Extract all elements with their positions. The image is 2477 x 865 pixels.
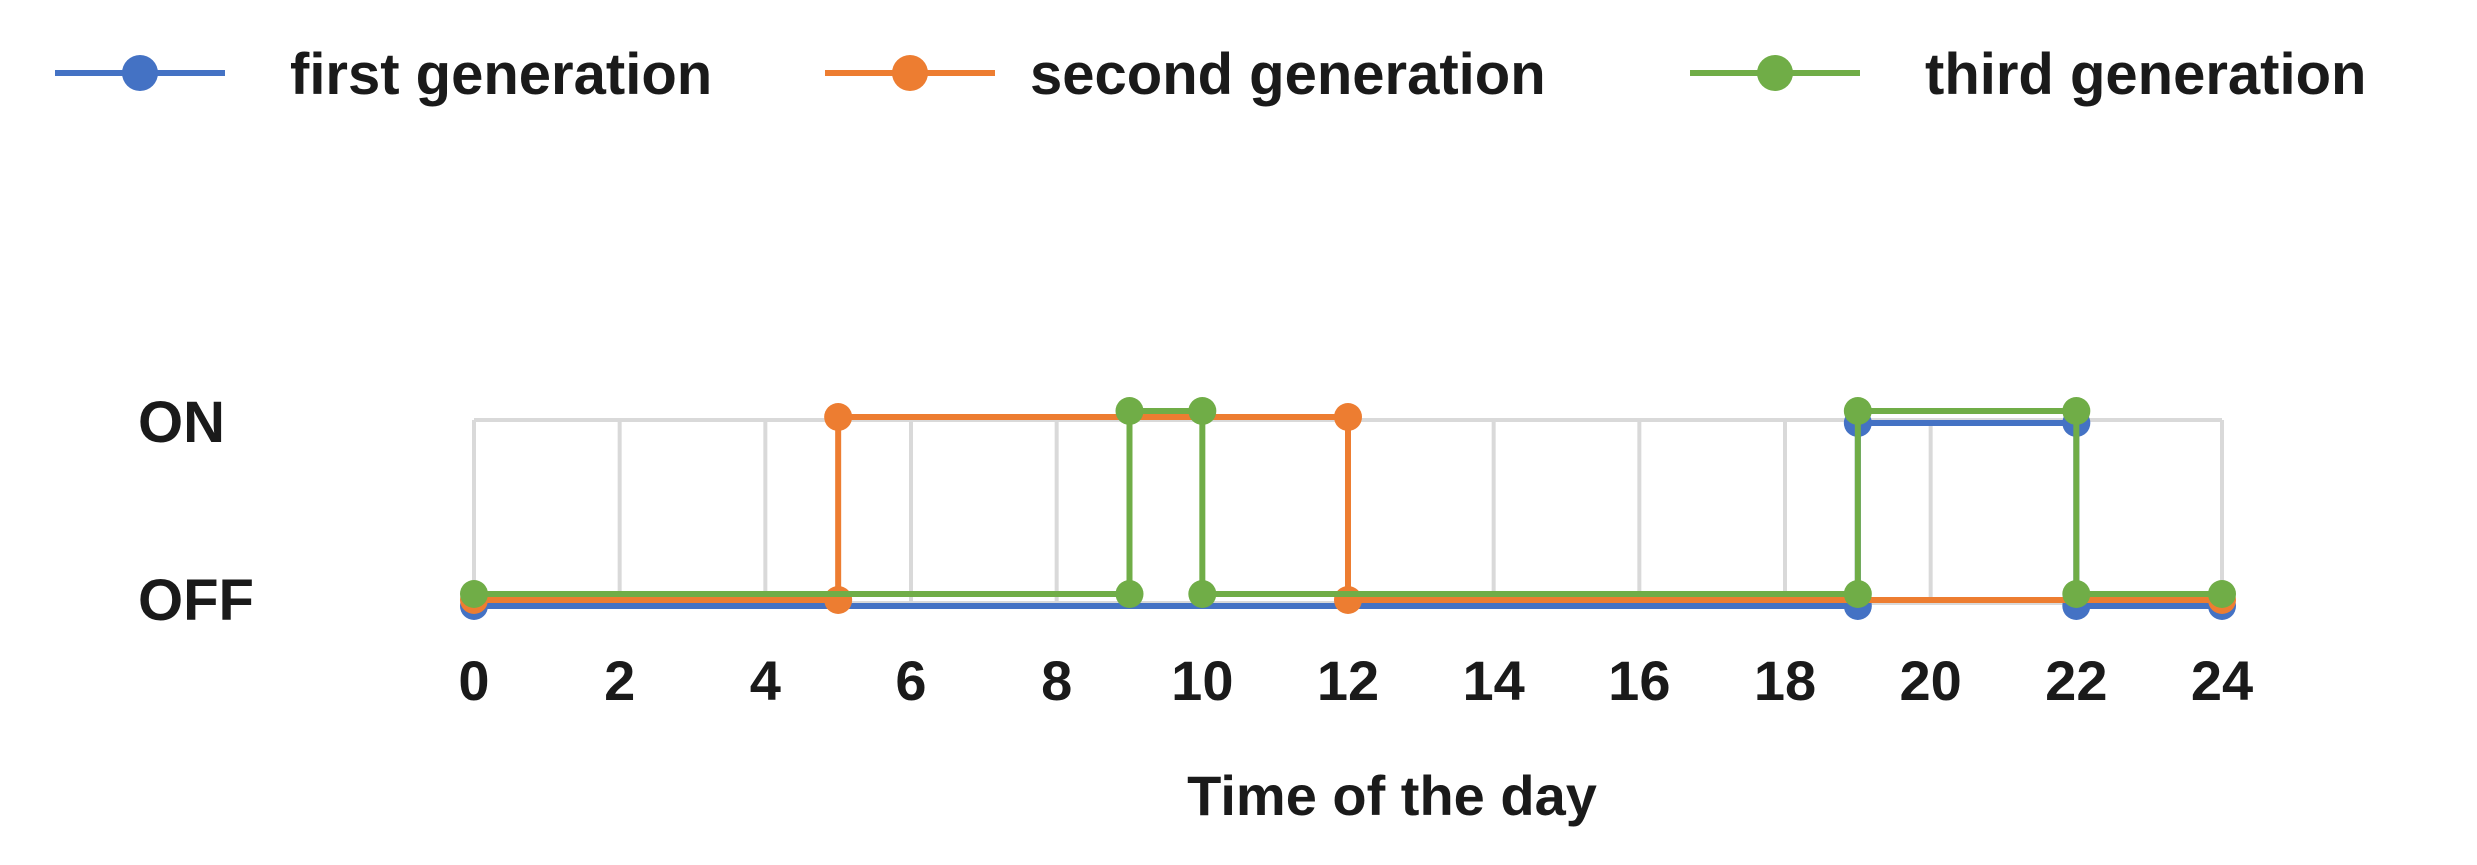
series-point [2208, 580, 2236, 608]
legend-label: second generation [1030, 42, 1546, 107]
x-axis-label: Time of the day [1187, 764, 1597, 827]
x-tick-label: 6 [895, 649, 926, 712]
x-tick-label: 18 [1754, 649, 1816, 712]
x-tick-label: 20 [1900, 649, 1962, 712]
y-axis: ON OFF [138, 390, 254, 633]
series-line [474, 414, 2222, 603]
legend-swatch-marker [892, 55, 928, 91]
x-tick-label: 10 [1171, 649, 1233, 712]
x-tick-label: 14 [1463, 649, 1525, 712]
series-point [2062, 397, 2091, 425]
x-axis: 0 2 4 6 8 10 12 14 16 18 20 22 24 [458, 649, 2253, 712]
x-tick-label: 24 [2191, 649, 2253, 712]
series-point [1843, 397, 1872, 425]
x-tick-label: 0 [458, 649, 489, 712]
y-tick-label-on: ON [138, 390, 225, 455]
series-point [1188, 397, 1217, 425]
series-point [1115, 397, 1144, 425]
legend-swatch-marker [1757, 55, 1793, 91]
series-point [1334, 403, 1362, 431]
series-point [824, 403, 853, 431]
legend-item: third generation [1690, 42, 2366, 107]
x-tick-label: 16 [1608, 649, 1670, 712]
series-group [460, 397, 2236, 620]
x-tick-label: 4 [750, 649, 781, 712]
y-tick-label-off: OFF [138, 568, 254, 633]
series-line [474, 408, 2222, 597]
series-point [460, 580, 488, 608]
series-point [1334, 586, 1362, 614]
series-point [1188, 580, 1217, 608]
series-point [2062, 580, 2091, 608]
legend-label: third generation [1925, 42, 2366, 107]
x-tick-label: 8 [1041, 649, 1072, 712]
legend-item: second generation [825, 42, 1546, 107]
x-tick-label: 2 [604, 649, 635, 712]
legend-label: first generation [290, 42, 712, 107]
legend-item: first generation [55, 42, 712, 107]
legend-swatch-marker [122, 55, 158, 91]
x-tick-label: 22 [2045, 649, 2107, 712]
x-tick-label: 12 [1317, 649, 1379, 712]
legend: first generation second generation third g… [55, 42, 2366, 107]
series-point [824, 586, 853, 614]
series-point [1843, 580, 1872, 608]
series-line [474, 420, 2222, 609]
series-point [1115, 580, 1144, 608]
